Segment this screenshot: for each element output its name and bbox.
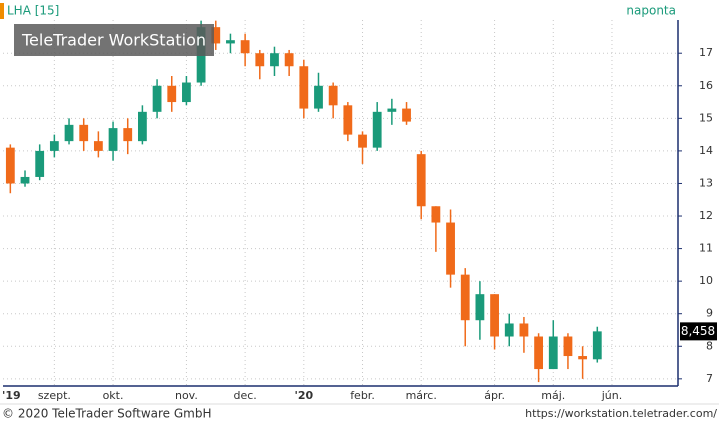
watermark: TeleTrader WorkStation bbox=[21, 31, 206, 50]
candle-body bbox=[358, 134, 367, 148]
x-tick-label: dec. bbox=[233, 389, 256, 402]
y-tick-label: 8 bbox=[706, 339, 713, 352]
candle-body bbox=[431, 206, 441, 223]
y-tick-label: 10 bbox=[699, 274, 713, 287]
candle-body bbox=[182, 82, 191, 103]
candle-body bbox=[93, 141, 103, 151]
interval-label: naponta bbox=[626, 4, 676, 18]
candle-body bbox=[255, 53, 265, 67]
candle-body bbox=[534, 336, 543, 370]
candle-body bbox=[504, 323, 514, 337]
candle-body bbox=[475, 294, 485, 321]
x-tick-label: ápr. bbox=[484, 389, 505, 402]
candle-body bbox=[64, 124, 74, 142]
candle-body bbox=[387, 108, 397, 112]
candle-body bbox=[446, 222, 455, 275]
candle-body bbox=[167, 85, 177, 103]
candle-body bbox=[563, 336, 573, 357]
candle-body bbox=[152, 85, 162, 112]
x-tick-label: máj. bbox=[541, 389, 565, 402]
y-tick-label: 15 bbox=[699, 111, 713, 124]
series-marker bbox=[0, 3, 4, 19]
x-tick-label: '19 bbox=[2, 389, 21, 402]
candle-body bbox=[284, 53, 294, 67]
candle-body bbox=[314, 85, 323, 109]
y-tick-label: 9 bbox=[706, 307, 713, 320]
x-tick-label: '20 bbox=[294, 389, 313, 402]
x-tick-label: nov. bbox=[175, 389, 198, 402]
candle-body bbox=[328, 85, 338, 106]
candle-body bbox=[240, 40, 250, 54]
last-value-label: 8,458 bbox=[681, 324, 715, 338]
candle-body bbox=[460, 274, 470, 321]
x-tick-label: jún. bbox=[601, 389, 623, 402]
candle-body bbox=[49, 141, 59, 151]
chart-title: LHA [15] bbox=[7, 4, 59, 18]
candle-body bbox=[299, 66, 309, 109]
candle-body bbox=[490, 294, 499, 337]
candle-body bbox=[578, 356, 588, 360]
last-value-box bbox=[680, 322, 717, 341]
candle-body bbox=[108, 128, 118, 151]
footer-url: https://workstation.teletrader.com/ bbox=[525, 407, 717, 420]
candle-body bbox=[138, 111, 147, 142]
candle-body bbox=[343, 105, 353, 135]
candle-body bbox=[123, 128, 133, 142]
candle-body bbox=[592, 331, 602, 360]
candle-body bbox=[226, 40, 235, 44]
candle-body bbox=[548, 336, 558, 370]
y-tick-label: 13 bbox=[699, 176, 713, 189]
candle-body bbox=[35, 150, 45, 177]
x-tick-label: okt. bbox=[103, 389, 124, 402]
x-tick-label: febr. bbox=[350, 389, 375, 402]
watermark-box bbox=[14, 24, 214, 56]
y-tick-label: 7 bbox=[706, 372, 713, 385]
candle-body bbox=[416, 154, 426, 207]
candle-body bbox=[5, 147, 15, 184]
candle-body bbox=[372, 111, 382, 148]
candle-body bbox=[519, 323, 529, 337]
y-tick-label: 11 bbox=[699, 242, 713, 255]
x-tick-label: márc. bbox=[406, 389, 437, 402]
y-tick-label: 17 bbox=[699, 46, 713, 59]
copyright: © 2020 TeleTrader Software GmbH bbox=[2, 407, 212, 421]
y-tick-label: 14 bbox=[699, 144, 713, 157]
candle-body bbox=[79, 124, 89, 142]
candle-body bbox=[211, 27, 221, 44]
candle-body bbox=[270, 53, 279, 67]
x-tick-label: szept. bbox=[38, 389, 71, 402]
y-tick-label: 12 bbox=[699, 209, 713, 222]
candle-body bbox=[20, 176, 30, 184]
candle-body bbox=[402, 108, 411, 122]
y-tick-label: 16 bbox=[699, 79, 713, 92]
